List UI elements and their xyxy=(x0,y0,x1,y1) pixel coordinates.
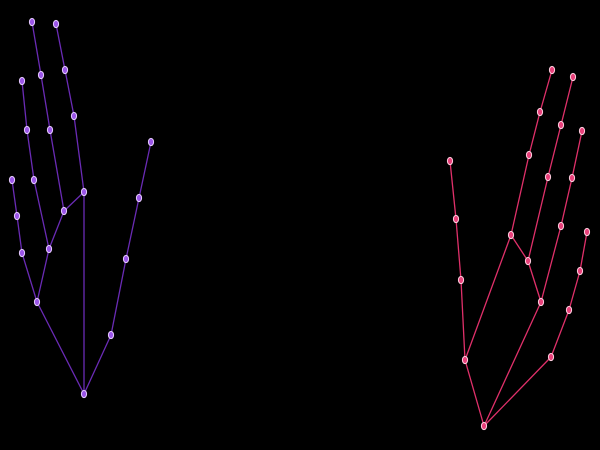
bone-0-1 xyxy=(483,356,552,427)
joint-17 xyxy=(537,297,545,307)
bone-17-13 xyxy=(36,248,50,303)
bone-17-13 xyxy=(527,260,542,303)
joint-3 xyxy=(576,266,584,276)
joint-5 xyxy=(80,187,88,197)
bone-19-20 xyxy=(11,179,18,217)
left-hand xyxy=(8,17,155,399)
joint-16 xyxy=(569,72,577,82)
bone-14-15 xyxy=(26,129,35,181)
bone-7-8 xyxy=(449,160,457,220)
joint-8 xyxy=(52,19,60,29)
joint-9 xyxy=(507,230,515,240)
joint-19 xyxy=(13,211,21,221)
bone-1-2 xyxy=(110,258,127,336)
hands-layer xyxy=(8,17,591,431)
joint-3 xyxy=(135,193,143,203)
joint-0 xyxy=(480,421,488,431)
joint-5 xyxy=(461,355,469,365)
bone-0-17 xyxy=(36,301,85,395)
bone-17-18 xyxy=(21,252,38,303)
joint-0 xyxy=(80,389,88,399)
joint-20 xyxy=(8,175,16,185)
joint-10 xyxy=(525,150,533,160)
bone-18-19 xyxy=(16,215,23,254)
bone-13-9 xyxy=(48,210,65,250)
joint-16 xyxy=(18,76,26,86)
bone-6-7 xyxy=(64,69,75,117)
bone-3-4 xyxy=(138,141,152,199)
joint-4 xyxy=(583,227,591,237)
joint-2 xyxy=(122,254,130,264)
joint-8 xyxy=(446,156,454,166)
bone-0-1 xyxy=(83,334,112,395)
joint-9 xyxy=(60,206,68,216)
bone-14-15 xyxy=(547,124,562,178)
bone-11-12 xyxy=(31,21,42,76)
bone-15-16 xyxy=(21,80,28,131)
right-hand-bones xyxy=(449,69,588,427)
bone-9-5 xyxy=(63,191,85,212)
bone-3-4 xyxy=(579,231,588,272)
bone-15-16 xyxy=(560,76,574,126)
joint-1 xyxy=(107,330,115,340)
bone-13-9 xyxy=(510,234,529,262)
bone-2-3 xyxy=(125,197,140,260)
bone-2-3 xyxy=(568,270,581,311)
joint-14 xyxy=(544,172,552,182)
bone-17-18 xyxy=(540,225,562,303)
bone-9-10 xyxy=(510,154,530,236)
joint-2 xyxy=(565,305,573,315)
joint-6 xyxy=(457,275,465,285)
bone-5-6 xyxy=(73,115,85,193)
bone-9-10 xyxy=(49,129,65,212)
joint-17 xyxy=(33,297,41,307)
bone-19-20 xyxy=(571,130,583,179)
joint-11 xyxy=(37,70,45,80)
bone-5-6 xyxy=(460,279,466,361)
bone-6-7 xyxy=(455,218,462,281)
bone-10-11 xyxy=(40,74,51,131)
joint-11 xyxy=(536,107,544,117)
joint-1 xyxy=(547,352,555,362)
joint-15 xyxy=(23,125,31,135)
bone-9-5 xyxy=(464,234,512,361)
bone-13-14 xyxy=(33,179,50,250)
joint-12 xyxy=(28,17,36,27)
left-hand-bones xyxy=(11,21,152,395)
joint-20 xyxy=(578,126,586,136)
joint-12 xyxy=(548,65,556,75)
joint-14 xyxy=(30,175,38,185)
bone-18-19 xyxy=(560,177,573,227)
joint-4 xyxy=(147,137,155,147)
joint-13 xyxy=(524,256,532,266)
joint-6 xyxy=(70,111,78,121)
joint-13 xyxy=(45,244,53,254)
bone-0-17 xyxy=(483,301,542,427)
joint-7 xyxy=(452,214,460,224)
right-hand-joints xyxy=(446,65,591,431)
joint-7 xyxy=(61,65,69,75)
joint-19 xyxy=(568,173,576,183)
joint-18 xyxy=(18,248,26,258)
joint-15 xyxy=(557,120,565,130)
bone-11-12 xyxy=(539,69,553,113)
bone-10-11 xyxy=(528,111,541,156)
right-hand xyxy=(446,65,591,431)
joint-18 xyxy=(557,221,565,231)
left-hand-joints xyxy=(8,17,155,399)
bone-1-2 xyxy=(550,309,570,358)
joint-10 xyxy=(46,125,54,135)
bone-0-5 xyxy=(464,359,485,427)
bone-7-8 xyxy=(55,23,66,71)
bone-13-14 xyxy=(527,176,549,262)
